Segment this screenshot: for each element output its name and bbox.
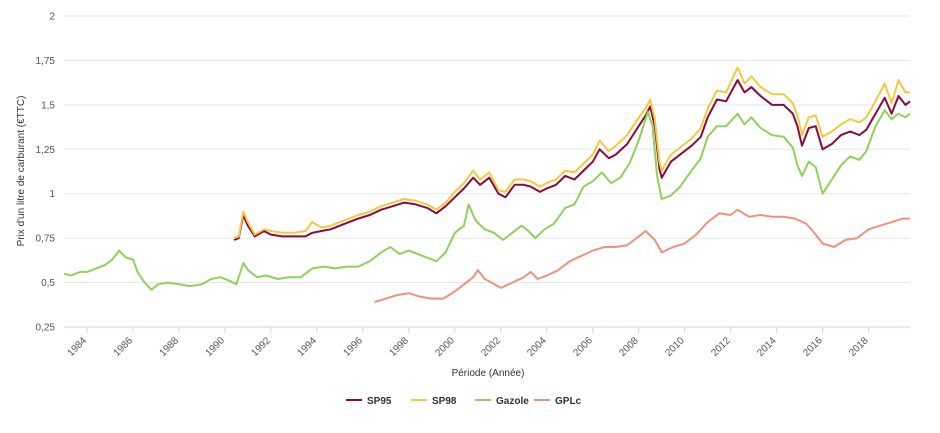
x-tick-label: 1998: [387, 335, 411, 359]
y-tick-label: 0,25: [36, 323, 56, 334]
y-tick-label: 0,5: [41, 278, 55, 289]
x-tick-label: 2004: [525, 335, 549, 359]
x-tick-label: 2008: [617, 335, 641, 359]
x-tick-label: 2010: [663, 335, 687, 359]
x-tick-label: 1988: [158, 335, 182, 359]
y-tick-label: 1,25: [36, 145, 56, 156]
legend-item-sp98[interactable]: SP98: [411, 396, 457, 407]
legend-item-gplc[interactable]: GPLc: [534, 396, 582, 407]
series-line-gazole: [63, 109, 911, 291]
x-axis-title: Période (Année): [452, 368, 525, 379]
x-tick-label: 1990: [204, 335, 228, 359]
y-tick-label: 1: [49, 189, 55, 200]
series-line-sp95: [233, 79, 911, 241]
y-tick-label: 0,75: [36, 234, 56, 245]
legend-label: Gazole: [496, 396, 529, 407]
series-line-gplc: [374, 208, 910, 304]
y-tick-label: 1,5: [41, 100, 55, 111]
legend-label: GPLc: [555, 396, 582, 407]
x-tick-label: 1984: [66, 335, 90, 359]
x-tick-label: 2016: [801, 335, 825, 359]
legend-item-sp95[interactable]: SP95: [346, 396, 392, 407]
x-tick-label: 2002: [479, 335, 503, 359]
x-tick-label: 1996: [341, 335, 365, 359]
legend: SP95 SP98 Gazole GPLc: [346, 396, 582, 407]
y-axis: 0,25 0,5 0,75 1 1,25 1,5 1,75 2: [36, 12, 56, 334]
series-lines: [63, 66, 911, 304]
x-tick-label: 1992: [250, 335, 274, 359]
x-tick-label: 2000: [433, 335, 457, 359]
legend-item-gazole[interactable]: Gazole: [475, 396, 529, 407]
legend-label: SP98: [432, 396, 457, 407]
x-tick-label: 2018: [847, 335, 871, 359]
x-tick-label: 1994: [295, 335, 319, 359]
y-tick-label: 2: [49, 12, 55, 23]
x-tick-label: 2012: [709, 335, 733, 359]
y-axis-title: Prix d'un litre de carburant (€TTC): [16, 96, 27, 247]
x-tick-label: 2014: [755, 335, 779, 359]
x-tick-label: 1986: [112, 335, 136, 359]
y-tick-label: 1,75: [36, 56, 56, 67]
legend-label: SP95: [367, 396, 392, 407]
x-axis: 1984 1986 1988 1990 1992 1994 1996 1998 2000 2002…: [64, 326, 910, 359]
series-line-sp98: [233, 66, 910, 240]
x-tick-label: 2006: [571, 335, 595, 359]
